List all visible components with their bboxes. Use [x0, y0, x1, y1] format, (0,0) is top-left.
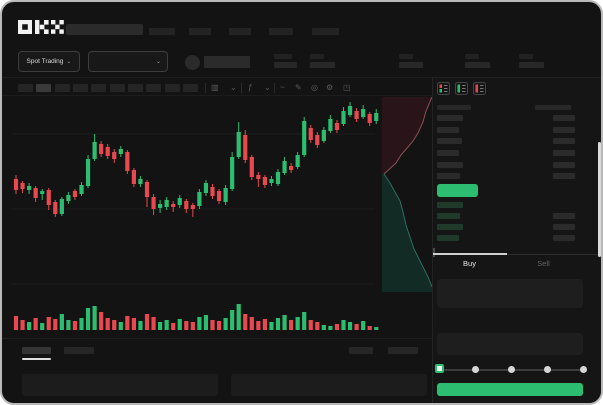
timeframe-button-active[interactable]	[36, 84, 51, 92]
orderbook-price-header	[437, 105, 471, 110]
orderbook-scrollbar[interactable]	[433, 248, 435, 257]
indicators-icon[interactable]: ƒ	[248, 83, 253, 92]
chevron-down-icon[interactable]: ⌄	[264, 83, 271, 92]
tab-sell[interactable]: Sell	[537, 259, 550, 268]
orders-toolbar-item[interactable]	[388, 347, 418, 354]
book-both-icon[interactable]	[437, 82, 450, 95]
slider-stop-25[interactable]	[472, 366, 479, 373]
orderbook-ask-row[interactable]	[437, 115, 592, 121]
page-scrollbar[interactable]	[598, 142, 601, 257]
orderbook-trade-panel: Buy Sell	[432, 78, 601, 403]
draw-icon[interactable]: ✎	[295, 83, 302, 92]
okx-logo[interactable]	[18, 20, 64, 35]
slider-stop-100[interactable]	[580, 366, 587, 373]
toolbar-divider	[241, 83, 242, 93]
timeframe-button[interactable]	[18, 84, 33, 92]
orderbook-amount-header	[535, 105, 571, 110]
fullscreen-icon[interactable]: ◳	[343, 83, 351, 92]
okx-logo-icon	[18, 20, 64, 34]
timeframe-button[interactable]	[165, 84, 180, 92]
nav-item[interactable]	[269, 28, 293, 35]
orders-panel	[22, 374, 218, 396]
orderbook-ask-row[interactable]	[437, 150, 592, 156]
timeframe-button[interactable]	[183, 84, 198, 92]
camera-icon[interactable]: ◎	[311, 83, 318, 92]
orderbook-bid-row[interactable]	[437, 213, 592, 219]
nav-item[interactable]	[229, 28, 251, 35]
amount-input[interactable]	[437, 333, 583, 355]
toolbar-divider	[205, 83, 206, 93]
bottom-divider	[2, 338, 432, 339]
orders-tab-underline	[22, 358, 51, 360]
last-price-badge[interactable]	[437, 184, 478, 197]
orderbook-bid-row[interactable]	[437, 224, 592, 230]
orders-tab-active[interactable]	[22, 347, 51, 354]
amount-slider-handle[interactable]	[435, 364, 444, 373]
chevron-down-icon: ⌄	[155, 58, 161, 65]
candle-style-icon[interactable]: ▥	[211, 83, 219, 92]
pair-dropdown[interactable]: ⌄	[88, 51, 168, 72]
orderbook-bid-row[interactable]	[437, 202, 592, 208]
orderbook-ask-row[interactable]	[437, 127, 592, 133]
chevron-down-icon: ⌄	[66, 58, 72, 65]
nav-item[interactable]	[189, 28, 211, 35]
market-type-label: Spot Trading	[26, 58, 64, 65]
price-input[interactable]	[437, 279, 583, 308]
book-bids-icon[interactable]	[455, 82, 468, 95]
slider-stop-50[interactable]	[508, 366, 515, 373]
orderbook-ask-row[interactable]	[437, 162, 592, 168]
toolbar-bottom-divider	[2, 95, 432, 96]
line-tool-icon[interactable]: ~	[280, 83, 285, 92]
timeframe-button[interactable]	[146, 84, 161, 92]
trade-tabs-divider	[433, 254, 601, 255]
tab-buy[interactable]: Buy	[463, 259, 476, 268]
nav-item[interactable]	[149, 28, 175, 35]
nav-item[interactable]	[312, 28, 339, 35]
toolbar-divider	[274, 83, 275, 93]
header-divider	[2, 77, 601, 78]
search-input[interactable]	[66, 24, 143, 35]
price-chart[interactable]	[12, 96, 433, 332]
pair-name-placeholder	[204, 56, 250, 68]
orders-tab[interactable]	[64, 347, 94, 354]
slider-stop-75[interactable]	[544, 366, 551, 373]
orderbook-ask-row[interactable]	[437, 138, 592, 144]
coin-avatar	[185, 55, 200, 70]
buy-button[interactable]	[437, 383, 583, 396]
market-type-dropdown[interactable]: Spot Trading ⌄	[18, 51, 80, 72]
orderbook-bid-row[interactable]	[437, 235, 592, 241]
orders-toolbar-item[interactable]	[349, 347, 373, 354]
timeframe-button[interactable]	[73, 84, 88, 92]
orders-panel	[231, 374, 427, 396]
buy-tab-indicator	[433, 253, 507, 255]
timeframe-button[interactable]	[110, 84, 125, 92]
timeframe-button[interactable]	[91, 84, 106, 92]
settings-icon[interactable]: ⚙	[326, 83, 334, 92]
timeframe-button[interactable]	[128, 84, 143, 92]
price-chart-svg	[12, 96, 433, 330]
orderbook-ask-row[interactable]	[437, 173, 592, 179]
book-asks-icon[interactable]	[473, 82, 486, 95]
chevron-down-icon[interactable]: ⌄	[230, 83, 237, 92]
timeframe-button[interactable]	[55, 84, 70, 92]
